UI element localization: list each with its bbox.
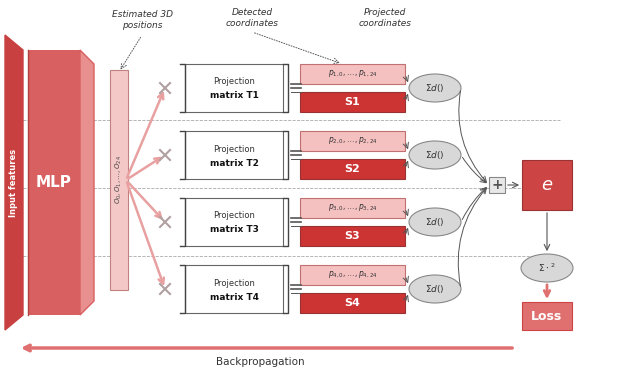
Text: Backpropagation: Backpropagation: [216, 357, 304, 367]
Text: Projection: Projection: [213, 78, 255, 87]
Text: $p_{3,0},\ldots,p_{3,24}$: $p_{3,0},\ldots,p_{3,24}$: [328, 202, 377, 213]
Text: Projected
coordinates: Projected coordinates: [358, 8, 412, 28]
Bar: [300, 92, 405, 112]
Text: Projection: Projection: [213, 145, 255, 154]
Text: MLP: MLP: [36, 175, 72, 190]
Bar: [300, 265, 405, 285]
Text: S2: S2: [344, 164, 360, 174]
Text: Estimated 3D
positions: Estimated 3D positions: [111, 10, 173, 30]
Text: Detected
coordinates: Detected coordinates: [225, 8, 278, 28]
Bar: [185, 265, 283, 313]
Text: S4: S4: [344, 298, 360, 308]
Ellipse shape: [521, 254, 573, 282]
Bar: [110, 70, 128, 290]
Ellipse shape: [409, 141, 461, 169]
Bar: [185, 198, 283, 246]
Text: +: +: [491, 178, 503, 192]
Polygon shape: [5, 35, 23, 330]
Ellipse shape: [409, 208, 461, 236]
Polygon shape: [80, 50, 94, 315]
Text: Projection: Projection: [213, 211, 255, 220]
Ellipse shape: [409, 74, 461, 102]
Bar: [522, 302, 572, 330]
Text: matrix T4: matrix T4: [209, 292, 259, 301]
Bar: [489, 177, 505, 193]
Bar: [300, 198, 405, 218]
Text: $O_0, O_1, \ldots, O_{24}$: $O_0, O_1, \ldots, O_{24}$: [114, 156, 124, 204]
Bar: [28, 50, 80, 315]
Text: $\Sigma\cdot^2$: $\Sigma\cdot^2$: [538, 262, 556, 274]
Text: $\Sigma d()$: $\Sigma d()$: [425, 216, 445, 228]
Bar: [300, 64, 405, 84]
Text: $p_{4,0},\ldots,p_{4,24}$: $p_{4,0},\ldots,p_{4,24}$: [328, 269, 377, 280]
Bar: [185, 64, 283, 112]
Bar: [185, 131, 283, 179]
Text: Input features: Input features: [8, 149, 17, 216]
Text: $e$: $e$: [541, 176, 553, 194]
Text: $p_{1,0},\ldots,p_{1,24}$: $p_{1,0},\ldots,p_{1,24}$: [328, 69, 377, 80]
Text: matrix T2: matrix T2: [209, 158, 259, 167]
Bar: [300, 131, 405, 151]
Text: $\Sigma d()$: $\Sigma d()$: [425, 283, 445, 295]
Bar: [300, 226, 405, 246]
Text: Projection: Projection: [213, 278, 255, 287]
Text: matrix T1: matrix T1: [209, 92, 259, 101]
Bar: [522, 160, 572, 210]
Text: $\Sigma d()$: $\Sigma d()$: [425, 82, 445, 94]
Text: S1: S1: [344, 97, 360, 107]
Text: Loss: Loss: [531, 310, 563, 323]
Bar: [300, 159, 405, 179]
Text: $p_{2,0},\ldots,p_{2,24}$: $p_{2,0},\ldots,p_{2,24}$: [328, 136, 377, 146]
Text: $\Sigma d()$: $\Sigma d()$: [425, 149, 445, 161]
Text: matrix T3: matrix T3: [209, 225, 259, 234]
Text: S3: S3: [345, 231, 360, 241]
Bar: [300, 293, 405, 313]
Ellipse shape: [409, 275, 461, 303]
